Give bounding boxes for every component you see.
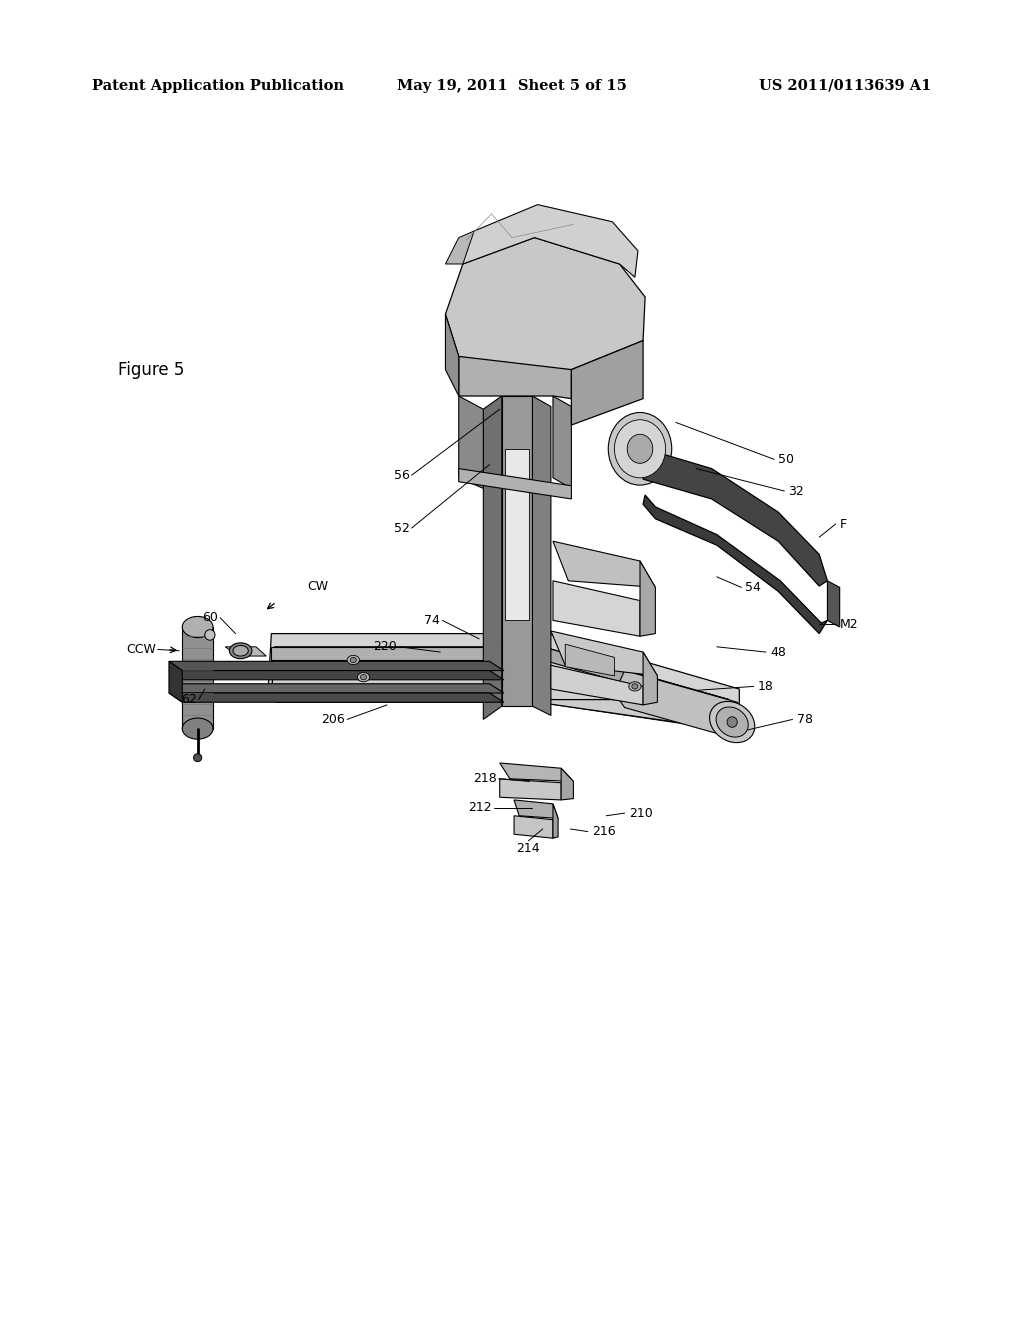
- Ellipse shape: [614, 420, 666, 478]
- Polygon shape: [169, 693, 504, 702]
- Ellipse shape: [710, 701, 755, 743]
- Ellipse shape: [347, 656, 359, 665]
- Polygon shape: [553, 804, 558, 838]
- Text: 60: 60: [202, 611, 218, 624]
- Polygon shape: [553, 396, 571, 488]
- Polygon shape: [268, 634, 739, 710]
- Ellipse shape: [205, 630, 215, 640]
- Polygon shape: [532, 396, 551, 715]
- Text: 50: 50: [778, 453, 795, 466]
- Polygon shape: [276, 657, 722, 729]
- Text: Patent Application Publication: Patent Application Publication: [92, 79, 344, 92]
- Polygon shape: [500, 779, 561, 800]
- Polygon shape: [543, 647, 729, 713]
- Ellipse shape: [627, 434, 653, 463]
- Ellipse shape: [608, 412, 672, 484]
- Polygon shape: [643, 652, 657, 705]
- Polygon shape: [459, 205, 638, 277]
- Text: 52: 52: [393, 521, 410, 535]
- Text: May 19, 2011  Sheet 5 of 15: May 19, 2011 Sheet 5 of 15: [397, 79, 627, 92]
- Polygon shape: [445, 314, 459, 396]
- Text: M2: M2: [840, 618, 858, 631]
- Text: 32: 32: [788, 484, 804, 498]
- Polygon shape: [271, 647, 543, 660]
- Ellipse shape: [194, 754, 202, 762]
- Polygon shape: [553, 541, 655, 587]
- Polygon shape: [553, 581, 640, 636]
- Polygon shape: [271, 647, 729, 700]
- Text: 218: 218: [473, 772, 497, 785]
- Ellipse shape: [232, 645, 248, 656]
- Polygon shape: [169, 671, 504, 680]
- Text: 56: 56: [393, 469, 410, 482]
- Polygon shape: [551, 665, 643, 705]
- Text: 54: 54: [745, 581, 762, 594]
- Text: 220: 220: [374, 640, 397, 653]
- Polygon shape: [502, 396, 532, 706]
- Ellipse shape: [182, 718, 213, 739]
- Polygon shape: [514, 800, 558, 818]
- Polygon shape: [169, 661, 182, 702]
- Polygon shape: [276, 673, 717, 729]
- Ellipse shape: [357, 672, 370, 681]
- Text: 210: 210: [629, 807, 652, 820]
- Polygon shape: [459, 356, 571, 399]
- Polygon shape: [445, 231, 474, 264]
- Text: 18: 18: [758, 680, 774, 693]
- Polygon shape: [640, 561, 655, 636]
- Polygon shape: [551, 631, 657, 676]
- Polygon shape: [614, 671, 748, 739]
- Polygon shape: [571, 341, 643, 425]
- Text: 206: 206: [322, 713, 345, 726]
- Polygon shape: [643, 449, 827, 586]
- Ellipse shape: [632, 684, 638, 689]
- Ellipse shape: [360, 675, 367, 680]
- Polygon shape: [561, 768, 573, 800]
- Ellipse shape: [727, 717, 737, 727]
- Polygon shape: [643, 495, 827, 634]
- Text: Figure 5: Figure 5: [118, 360, 184, 379]
- Polygon shape: [483, 396, 502, 719]
- Polygon shape: [225, 647, 266, 656]
- Text: 74: 74: [424, 614, 440, 627]
- Polygon shape: [169, 684, 504, 693]
- Polygon shape: [514, 816, 553, 838]
- Polygon shape: [445, 238, 645, 370]
- Ellipse shape: [716, 708, 749, 737]
- Polygon shape: [459, 396, 483, 488]
- Text: 48: 48: [770, 645, 786, 659]
- Polygon shape: [505, 449, 529, 620]
- Text: 214: 214: [516, 842, 541, 855]
- Text: F: F: [840, 517, 847, 531]
- Ellipse shape: [229, 643, 252, 659]
- Text: CCW: CCW: [126, 643, 156, 656]
- Text: 212: 212: [468, 801, 492, 814]
- Text: US 2011/0113639 A1: US 2011/0113639 A1: [760, 79, 932, 92]
- Text: 216: 216: [592, 825, 615, 838]
- Text: 62: 62: [181, 693, 197, 706]
- Ellipse shape: [629, 681, 641, 692]
- Ellipse shape: [182, 616, 213, 638]
- Ellipse shape: [350, 657, 356, 663]
- Text: CW: CW: [307, 579, 329, 593]
- Polygon shape: [459, 469, 571, 499]
- Polygon shape: [565, 644, 614, 676]
- Polygon shape: [182, 627, 213, 729]
- Polygon shape: [169, 661, 504, 671]
- Polygon shape: [827, 581, 840, 627]
- Polygon shape: [500, 763, 573, 781]
- Text: 78: 78: [797, 713, 813, 726]
